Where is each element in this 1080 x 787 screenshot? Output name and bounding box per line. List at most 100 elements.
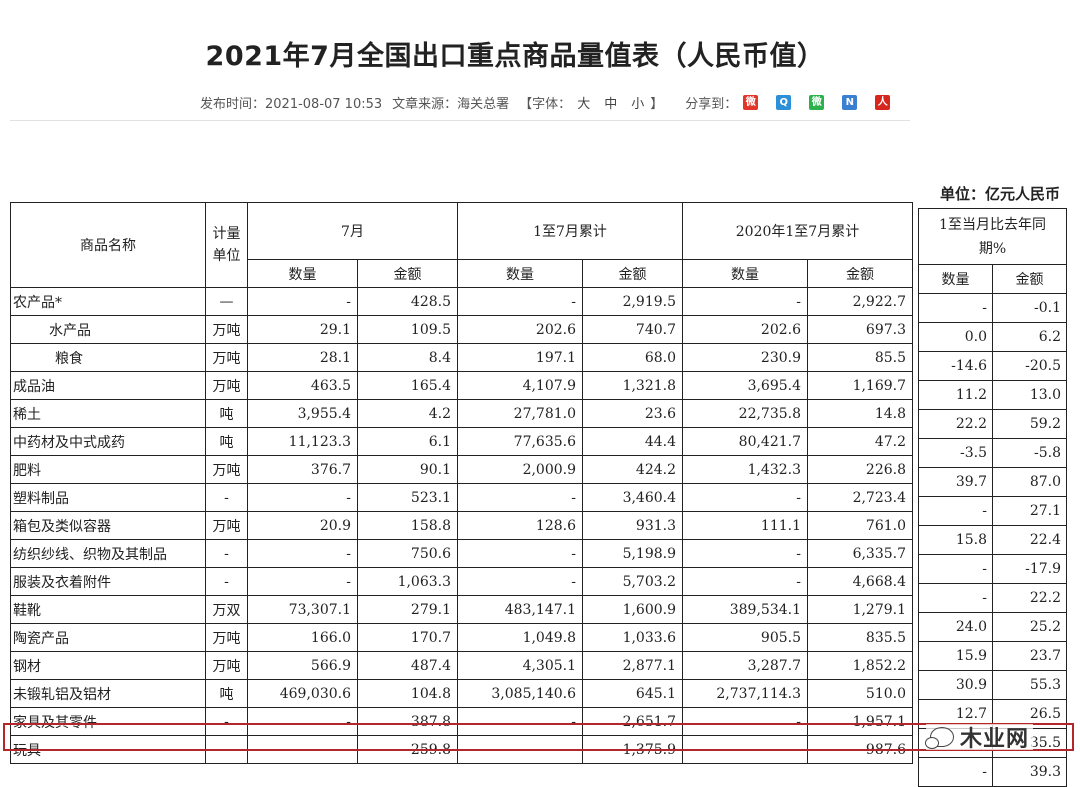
cell-qy: 3,085,140.6 [457,679,583,708]
cell-ay: 5,703.2 [582,567,683,596]
cell-q20: 3,287.7 [682,651,808,680]
cell-a20: 1,957.1 [807,707,913,736]
cell-unit: 吨 [205,679,248,708]
cell-pq: 0.0 [918,322,993,352]
cell-a20: 761.0 [807,511,913,540]
yoy-row: 39.7 87.0 [918,467,1067,497]
cell-q7: - [247,287,358,316]
cell-a20: 2,723.4 [807,483,913,512]
cell-pq: - [918,554,993,584]
cell-a20: 1,279.1 [807,595,913,624]
cell-name: 箱包及类似容器 [10,511,206,540]
cell-pa: 55.3 [992,670,1067,700]
cell-pq: - [918,496,993,526]
cell-q7: 166.0 [247,623,358,652]
cell-qy: 4,107.9 [457,371,583,400]
header-unit-text: 计量单位 [212,226,241,264]
cell-name: 粮食 [10,343,206,372]
cell-unit: 万吨 [205,343,248,372]
cell-q7: 11,123.3 [247,427,358,456]
yoy-row: 15.8 22.4 [918,525,1067,555]
cell-unit: 万吨 [205,371,248,400]
cell-name: 鞋靴 [10,595,206,624]
header-amt: 金额 [582,259,683,288]
cell-a7: 487.4 [357,651,458,680]
cell-qy: 27,781.0 [457,399,583,428]
cell-qy: - [457,735,583,764]
cell-a7: 1,063.3 [357,567,458,596]
cell-pa: -5.8 [992,438,1067,468]
renren-icon[interactable]: 人 [875,95,891,110]
table-row: 鞋靴 万双 73,307.1 279.1 483,147.1 1,600.9 389,534… [10,595,913,624]
cell-a7: 4.2 [357,399,458,428]
yoy-row: -39.3 [918,757,1067,787]
cell-qy: - [457,567,583,596]
table-row: 未锻轧铝及铝材吨 469,030.6 104.8 3,085,140.6 645.1 2,… [10,679,913,708]
cell-qy: 197.1 [457,343,583,372]
cell-q20: - [682,539,808,568]
cell-q7: 73,307.1 [247,595,358,624]
cell-pa: 23.7 [992,641,1067,671]
cell-q20: 389,534.1 [682,595,808,624]
cell-q20: 111.1 [682,511,808,540]
cell-q20: 230.9 [682,343,808,372]
cell-pa: -0.1 [992,293,1067,323]
wechat-logo-icon [925,727,954,749]
cell-name: 玩具 [10,735,206,764]
unit-label: 单位：亿元人民币 [940,185,1061,203]
cell-unit: 吨 [205,427,248,456]
yoy-table: 1至当月比去年同期% 数量 金额 - -0.1 0.0 6.2 -14.6 -20.5 11… [918,208,1067,787]
cell-unit: 万双 [205,595,248,624]
cell-ay: 44.4 [582,427,683,456]
table-row: 中药材及中式成药吨 11,123.3 6.1 77,635.6 44.4 80,421.7… [10,427,913,456]
table-row: 水产品 万吨 29.1 109.5 202.6 740.7 202.6 697.3 [10,315,913,344]
cell-pa: 6.2 [992,322,1067,352]
font-small-button[interactable]: 小 [631,97,645,112]
cell-a7: 90.1 [357,455,458,484]
cell-pa: -20.5 [992,351,1067,381]
cell-unit: 万吨 [205,623,248,652]
cell-pa: 22.4 [992,525,1067,555]
cell-ay: 645.1 [582,679,683,708]
cell-qy: - [457,287,583,316]
cell-q7: - [247,735,358,764]
cell-a7: 8.4 [357,343,458,372]
cell-pa: 39.3 [992,757,1067,787]
table-row: 陶瓷产品 万吨 166.0 170.7 1,049.8 1,033.6 905.5 835.5 [10,623,913,652]
news-icon[interactable]: N [842,95,858,110]
font-large-button[interactable]: 大 [577,97,591,112]
cell-a7: 170.7 [357,623,458,652]
cell-q20: - [682,567,808,596]
table-row: 粮食 万吨 28.1 8.4 197.1 68.0 230.9 85.5 [10,343,913,372]
cell-a20: 47.2 [807,427,913,456]
qzone-icon[interactable]: Q [776,95,792,110]
table-row: 箱包及类似容器 万吨 20.9 158.8 128.6 931.3 111.1 761.0 [10,511,913,540]
table-row: 成品油 万吨 463.5 165.4 4,107.9 1,321.8 3,695.4 1,16… [10,371,913,400]
cell-ay: 1,321.8 [582,371,683,400]
table-row: 塑料制品 - -523.1-3,460.4-2,723.4 [10,483,913,512]
wechat-icon[interactable]: 微 [809,95,825,110]
cell-ay: 2,877.1 [582,651,683,680]
yoy-row: 30.9 55.3 [918,670,1067,700]
cell-q20: 2,737,114.3 [682,679,808,708]
font-medium-button[interactable]: 中 [604,97,618,112]
cell-q20: 22,735.8 [682,399,808,428]
cell-qy: - [457,707,583,736]
yoy-row: 0.0 6.2 [918,322,1067,352]
cell-ay: 68.0 [582,343,683,372]
cell-pq: - [918,583,993,613]
cell-pq: -3.5 [918,438,993,468]
cell-q20: 1,432.3 [682,455,808,484]
header-ytd-2020: 2020年1至7月累计 [682,202,913,260]
cell-qy: - [457,539,583,568]
cell-qy: 202.6 [457,315,583,344]
table-row: 稀土吨 3,955.4 4.2 27,781.0 23.6 22,735.8 14.8 [10,399,913,428]
cell-qy: 2,000.9 [457,455,583,484]
header-yoy-amt: 金额 [992,264,1067,294]
cell-pa: 27.1 [992,496,1067,526]
cell-name: 未锻轧铝及铝材 [10,679,206,708]
weibo-icon[interactable]: 微 [743,95,759,110]
table-row: 纺织纱线、织物及其制品 - -750.6-5,198.9-6,335.7 [10,539,913,568]
cell-a7: 6.1 [357,427,458,456]
cell-q7: 566.9 [247,651,358,680]
